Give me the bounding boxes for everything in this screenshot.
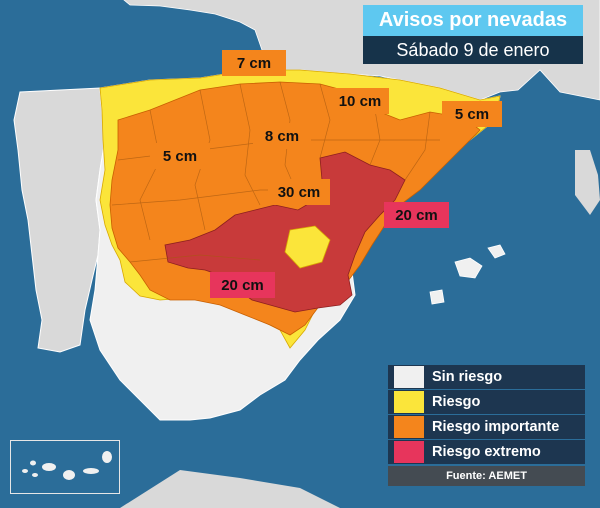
snow-label-soria: 30 cm bbox=[268, 179, 330, 205]
snow-label-leon: 5 cm bbox=[150, 143, 210, 169]
snow-label-teruel: 20 cm bbox=[384, 202, 449, 228]
legend-item-extreme-risk: Riesgo extremo bbox=[388, 440, 585, 464]
legend-label-extreme-risk: Riesgo extremo bbox=[432, 444, 541, 460]
map-date: Sábado 9 de enero bbox=[363, 36, 583, 64]
zone-risk-inner bbox=[284, 225, 331, 269]
canary-islands-inset-icon bbox=[22, 451, 112, 480]
legend-item-no-risk: Sin riesgo bbox=[388, 365, 585, 389]
legend: Sin riesgo Riesgo Riesgo importante Ries… bbox=[388, 365, 585, 486]
snow-label-navarra: 10 cm bbox=[331, 88, 389, 114]
canary-islands-inset bbox=[10, 440, 120, 494]
snow-label-cataluna: 5 cm bbox=[442, 101, 502, 127]
legend-swatch-extreme-risk bbox=[394, 441, 424, 463]
legend-swatch-risk bbox=[394, 391, 424, 413]
sardinia-land bbox=[575, 150, 600, 215]
legend-label-risk: Riesgo bbox=[432, 394, 481, 410]
legend-label-no-risk: Sin riesgo bbox=[432, 369, 503, 385]
legend-label-important-risk: Riesgo importante bbox=[432, 419, 560, 435]
morocco-land bbox=[120, 470, 340, 508]
snow-label-burgos: 8 cm bbox=[253, 123, 311, 149]
legend-swatch-no-risk bbox=[394, 366, 424, 388]
map-title: Avisos por nevadas bbox=[363, 5, 583, 36]
balearic-islands bbox=[429, 244, 506, 305]
legend-item-important-risk: Riesgo importante bbox=[388, 415, 585, 439]
legend-source: Fuente: AEMET bbox=[388, 466, 585, 486]
snow-label-cuenca: 20 cm bbox=[210, 272, 275, 298]
legend-item-risk: Riesgo bbox=[388, 390, 585, 414]
snow-label-cantabria: 7 cm bbox=[222, 50, 286, 76]
legend-swatch-important-risk bbox=[394, 416, 424, 438]
